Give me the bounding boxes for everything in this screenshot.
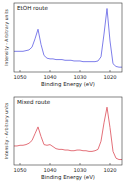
x-tick-label: 1030 <box>73 74 86 80</box>
x-tick-label: 1020 <box>103 167 116 173</box>
y-axis-label: Intensity - Arbitrary units <box>4 9 9 66</box>
x-tick <box>110 163 111 165</box>
x-tick-label: 1040 <box>43 167 56 173</box>
x-tick-label: 1040 <box>43 74 56 80</box>
y-axis-label: Intensity - Arbitrary units <box>4 102 9 159</box>
x-tick-label: 1050 <box>13 167 26 173</box>
x-axis-label: Binding Energy (eV) <box>41 174 95 181</box>
panel: 1050 1040 1030 1020 Mixed route Binding Energ… <box>4 97 122 181</box>
x-axis-label: Binding Energy (eV) <box>41 81 95 88</box>
x-tick-label: 1050 <box>13 74 26 80</box>
plot-frame <box>14 97 122 165</box>
spectrum-line <box>14 9 122 68</box>
panel: 1050 1040 1030 1020 EtOH route Binding Energy… <box>4 3 122 88</box>
x-tick <box>110 70 111 72</box>
panel-title: Mixed route <box>17 99 51 105</box>
spectrum-line <box>14 107 122 159</box>
plot-frame <box>14 3 122 72</box>
x-tick-label: 1020 <box>103 74 116 80</box>
lines <box>14 107 122 159</box>
panel-title: EtOH route <box>17 5 48 11</box>
figure: 1050 1040 1030 1020 EtOH route Binding Energy… <box>0 0 125 189</box>
x-tick <box>80 163 81 165</box>
x-tick <box>80 70 81 72</box>
lines <box>14 9 122 68</box>
x-tick <box>50 163 51 165</box>
x-tick-label: 1030 <box>73 167 86 173</box>
x-tick <box>20 163 21 165</box>
x-tick <box>50 70 51 72</box>
x-tick <box>20 70 21 72</box>
